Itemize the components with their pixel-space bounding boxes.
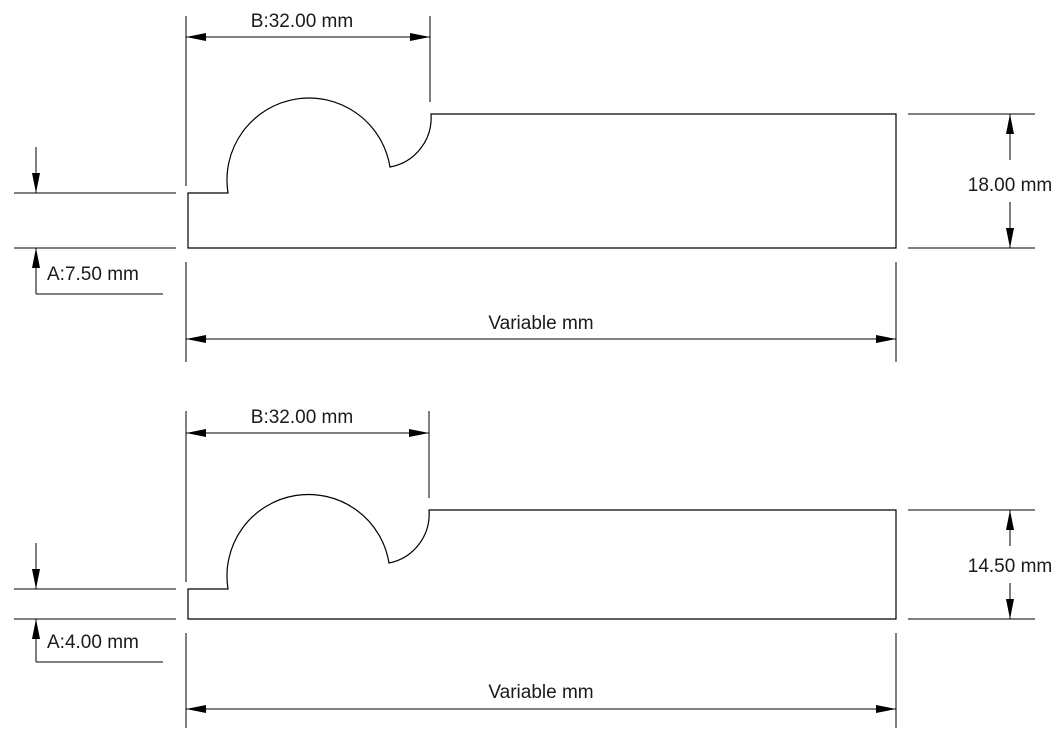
dim-height-label: 14.50 mm xyxy=(968,556,1052,577)
arrowhead xyxy=(32,248,40,268)
dimension-a: A:4.00 mm xyxy=(14,543,176,662)
arrowhead xyxy=(186,429,206,437)
arrowhead xyxy=(186,705,206,713)
dimension-height: 14.50 mm xyxy=(908,510,1052,619)
arrowhead xyxy=(1006,114,1014,134)
dim-a-label: A:4.00 mm xyxy=(47,632,139,653)
dim-a-label: A:7.50 mm xyxy=(47,264,139,285)
dimension-length: Variable mm xyxy=(186,633,896,728)
arrowhead xyxy=(1006,228,1014,248)
arrowhead xyxy=(32,569,40,589)
arrowhead xyxy=(1006,510,1014,530)
dim-height-label: 18.00 mm xyxy=(968,175,1052,196)
arrowhead xyxy=(32,619,40,639)
dimension-a: A:7.50 mm xyxy=(14,147,176,294)
dim-b-label: B:32.00 mm xyxy=(251,407,353,428)
arrowhead xyxy=(410,33,430,41)
profile-drawing-2: B:32.00 mm 14.50 mm A:4.00 mm xyxy=(14,407,1052,728)
arrowhead xyxy=(876,705,896,713)
dim-length-label: Variable mm xyxy=(488,682,593,703)
arrowhead xyxy=(876,335,896,343)
profile-outline xyxy=(188,98,896,248)
dimension-height: 18.00 mm xyxy=(908,114,1052,248)
dim-length-label: Variable mm xyxy=(488,313,593,334)
arrowhead xyxy=(32,173,40,193)
profile-drawing-1: B:32.00 mm 18.00 mm A:7.50 mm xyxy=(14,11,1052,362)
arrowhead xyxy=(409,429,429,437)
arrowhead xyxy=(186,335,206,343)
dim-b-label: B:32.00 mm xyxy=(251,11,353,32)
dimension-length: Variable mm xyxy=(186,262,896,362)
profile-outline xyxy=(188,494,896,619)
arrowhead xyxy=(1006,599,1014,619)
arrowhead xyxy=(186,33,206,41)
